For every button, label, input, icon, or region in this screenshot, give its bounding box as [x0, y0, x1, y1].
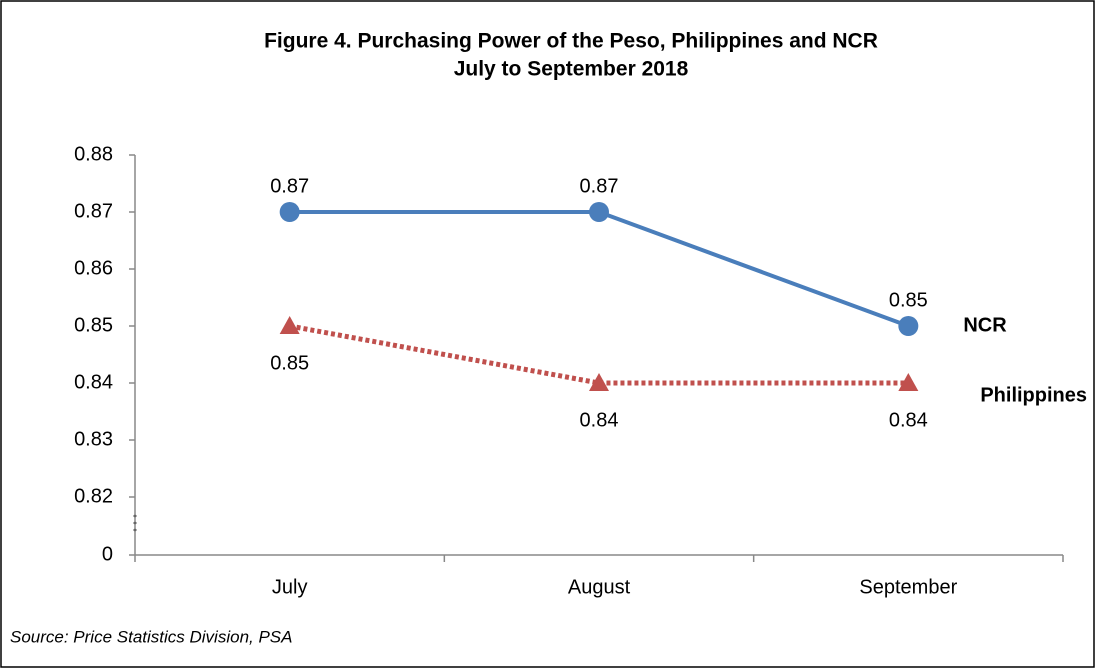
y-tick-label: 0.88 — [74, 143, 113, 165]
y-tick-label: 0.87 — [74, 200, 113, 222]
data-point — [898, 316, 919, 336]
data-label: 0.87 — [580, 175, 619, 197]
y-tick-label: 0.85 — [74, 314, 113, 336]
data-point — [589, 373, 609, 391]
x-tick-label: August — [568, 576, 631, 598]
data-point — [279, 202, 300, 222]
data-label: 0.87 — [270, 175, 309, 197]
y-tick-label: 0.86 — [74, 257, 113, 279]
y-tick-label: 0.84 — [74, 371, 113, 393]
y-tick-label: 0.82 — [74, 485, 113, 507]
data-label: 0.85 — [270, 352, 309, 374]
y-tick-label: 0 — [102, 543, 113, 565]
x-tick-label: July — [272, 576, 308, 598]
series-name: Philippines — [980, 384, 1087, 406]
data-label: 0.84 — [580, 409, 619, 431]
chart-title: Figure 4. Purchasing Power of the Peso, … — [264, 30, 878, 53]
series-name: NCR — [963, 314, 1007, 336]
data-label: 0.85 — [889, 289, 928, 311]
x-tick-label: September — [859, 576, 957, 598]
data-point — [898, 373, 919, 391]
source-note: Source: Price Statistics Division, PSA — [10, 627, 292, 646]
data-label: 0.84 — [889, 409, 928, 431]
y-tick-label: 0.83 — [74, 428, 113, 450]
chart-subtitle: July to September 2018 — [454, 58, 689, 81]
data-point — [589, 202, 609, 222]
data-point — [279, 316, 300, 334]
series-line — [289, 323, 909, 386]
